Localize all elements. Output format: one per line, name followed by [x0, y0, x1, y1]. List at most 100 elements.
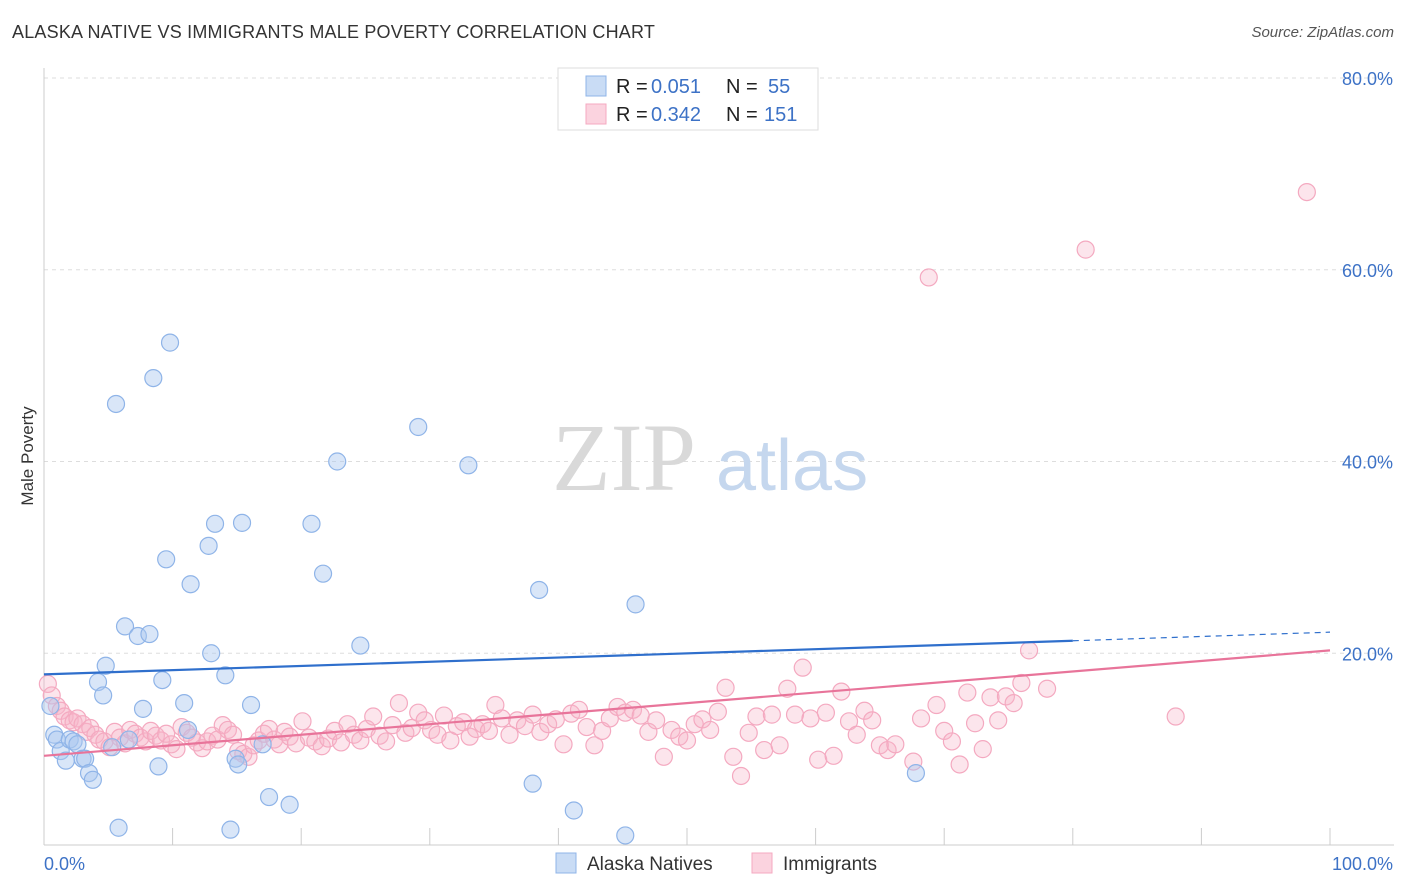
legend-n-label-2: N = [726, 104, 758, 126]
point-alaska-native [616, 826, 635, 845]
point-immigrant [927, 695, 946, 715]
point-alaska-native [280, 795, 299, 814]
point-alaska-native [232, 513, 252, 532]
point-immigrant [1012, 673, 1031, 693]
point-alaska-native [103, 738, 122, 757]
point-alaska-native [153, 670, 172, 690]
point-immigrant [577, 717, 596, 737]
point-immigrant [839, 712, 859, 731]
point-immigrant [38, 674, 57, 694]
point-immigrant [911, 709, 931, 728]
point-immigrant [1019, 641, 1039, 660]
point-immigrant [801, 709, 820, 728]
point-immigrant [1297, 182, 1316, 202]
point-immigrant [847, 725, 866, 744]
y-tick-labels: 20.0% 40.0% 60.0% 80.0% [1342, 69, 1393, 664]
x-tick-label: 100.0% [1332, 854, 1393, 874]
point-alaska-native [41, 696, 60, 716]
point-immigrant [105, 722, 124, 741]
point-immigrant [965, 714, 985, 733]
top-legend: R = 0.051 N = 55 R = 0.342 N = 151 [557, 67, 819, 131]
point-alaska-native [140, 624, 159, 644]
point-immigrant [816, 703, 835, 722]
point-immigrant [770, 736, 789, 755]
axes [43, 68, 1394, 846]
point-alaska-native [202, 644, 221, 663]
point-alaska-native [178, 720, 198, 740]
point-alaska-native [253, 735, 272, 754]
point-alaska-native [229, 755, 248, 774]
x-tick-label: 0.0% [44, 854, 85, 874]
point-immigrant [747, 707, 766, 726]
point-alaska-native [76, 749, 95, 768]
point-alaska-native [106, 394, 126, 414]
bottom-legend-label-alaska: Alaska Natives [587, 854, 713, 875]
legend-n-value-1: 55 [768, 76, 790, 98]
y-tick-label: 60.0% [1342, 261, 1393, 281]
point-immigrant [701, 720, 720, 740]
y-tick-label: 80.0% [1342, 69, 1393, 89]
point-alaska-native [626, 595, 645, 614]
point-immigrant [809, 750, 828, 769]
trend-lines [43, 631, 1331, 757]
point-immigrant [950, 755, 969, 774]
trend-line-immigrants [43, 649, 1331, 757]
point-immigrant [724, 747, 743, 766]
point-immigrant [68, 709, 87, 728]
point-immigrant [1076, 240, 1095, 259]
point-alaska-native [109, 818, 128, 837]
point-immigrant [585, 736, 604, 755]
point-immigrant [778, 679, 797, 698]
point-alaska-native [160, 333, 180, 352]
point-immigrant [479, 721, 499, 741]
watermark: ZIP atlas [552, 404, 868, 511]
point-alaska-native [328, 452, 347, 471]
point-immigrant [739, 723, 758, 742]
point-immigrant [167, 740, 186, 759]
point-alaska-native [175, 694, 194, 713]
point-immigrant [904, 752, 923, 771]
point-alaska-native [119, 730, 138, 749]
y-axis-label: Male Poverty [18, 406, 37, 506]
point-immigrant [631, 706, 650, 725]
legend-n-label-1: N = [726, 76, 758, 98]
point-alaska-native [523, 774, 542, 793]
point-immigrant [716, 678, 735, 697]
legend-n-value-2: 151 [764, 104, 797, 126]
point-alaska-native [216, 666, 235, 685]
point-alaska-native [149, 757, 168, 776]
bottom-legend-swatch-immigrants [751, 852, 773, 874]
trend-line-alaska [43, 639, 1073, 676]
point-alaska-native [96, 656, 115, 675]
bottom-legend-swatch-alaska [555, 852, 577, 874]
point-immigrant [755, 740, 774, 760]
point-alaska-native [459, 456, 478, 475]
x-tick-labels: 0.0% 100.0% [44, 854, 1393, 874]
point-immigrant [531, 722, 550, 741]
point-alaska-native [906, 763, 926, 783]
point-immigrant [647, 711, 666, 730]
point-immigrant [351, 731, 370, 750]
point-immigrant [731, 766, 751, 786]
y-tick-label: 20.0% [1342, 644, 1393, 664]
point-immigrant [886, 735, 905, 754]
legend-r-label-2: R = [616, 104, 648, 126]
point-immigrant [569, 700, 589, 719]
point-immigrant [981, 688, 1000, 707]
point-immigrant [973, 740, 992, 759]
point-alaska-native [221, 820, 240, 839]
point-alaska-native [144, 368, 163, 388]
point-immigrant [677, 731, 697, 750]
point-alaska-native [94, 686, 113, 705]
point-alaska-native [83, 770, 102, 789]
point-alaska-native [157, 550, 176, 569]
point-alaska-native [115, 617, 135, 636]
point-alaska-native [241, 695, 261, 715]
data-points [38, 182, 1316, 845]
point-immigrant [762, 705, 781, 724]
legend-r-value-2: 0.342 [651, 104, 701, 126]
point-immigrant [554, 735, 573, 754]
point-immigrant [863, 711, 882, 730]
point-immigrant [157, 724, 176, 743]
chart-title: ALASKA NATIVE VS IMMIGRANTS MALE POVERTY… [12, 22, 656, 42]
